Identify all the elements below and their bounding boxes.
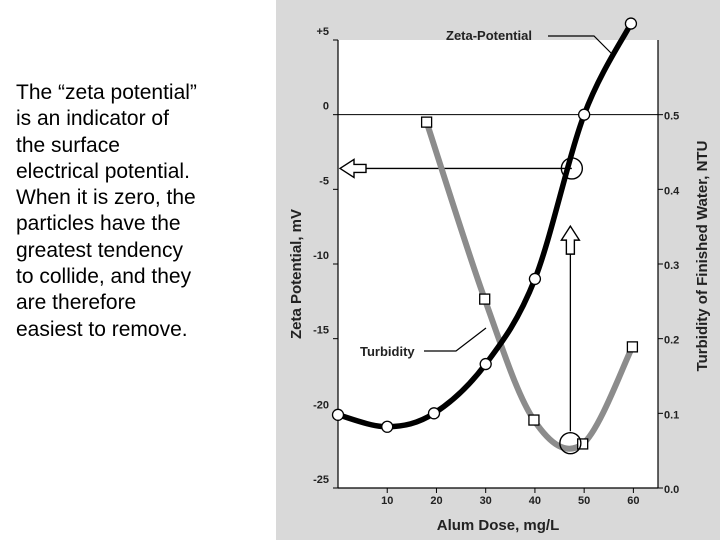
y2-tick-label: 0.5 <box>664 111 679 123</box>
y2-tick-label: 0.1 <box>664 409 679 421</box>
turbidity-annotation-leader <box>424 327 487 352</box>
turbidity-annotation: Turbidity <box>360 344 415 359</box>
x-tick-label: 20 <box>430 495 442 507</box>
y-axis-label: Zeta Potential, mV <box>288 209 305 339</box>
caption-line: to collide, and they <box>16 265 192 289</box>
y-tick-label: -15 <box>313 325 329 337</box>
x-tick-label: 50 <box>578 495 590 507</box>
y-tick-label: -25 <box>313 474 329 486</box>
zeta-turbidity-chart: +5 0 -5 -10 -15 -20 -25 0.5 0.4 0.3 0.2 0.1 0.0 10 20 3… <box>288 17 711 534</box>
turbidity-point <box>626 341 639 353</box>
zeta-point <box>479 357 492 371</box>
highlight-circle <box>559 432 582 455</box>
axis-ticks: +5 0 -5 -10 -15 -20 -25 0.5 0.4 0.3 0.2 0.1 0.0 10 20 3… <box>313 26 680 507</box>
y2-axis-label: Turbidity of Finished Water, NTU <box>694 141 711 372</box>
guide-lines <box>338 158 581 432</box>
zeta-point <box>624 17 638 30</box>
caption-line: particles have the <box>16 212 181 236</box>
y2-tick-label: 0.4 <box>664 185 680 197</box>
x-axis-label: Alum Dose, mg/L <box>437 517 560 534</box>
caption-line: greatest tendency <box>16 238 183 262</box>
turbidity-point <box>528 414 540 426</box>
x-tick-label: 10 <box>381 495 393 507</box>
caption-line: is an indicator of <box>16 107 169 131</box>
y2-tick-label: 0.0 <box>664 484 679 496</box>
zeta-annotation-leader <box>548 35 614 56</box>
highlight-circle <box>560 157 584 180</box>
y-tick-label: 0 <box>323 101 329 113</box>
series-markers <box>331 17 639 455</box>
caption-line: are therefore <box>16 291 137 315</box>
turbidity-point <box>479 293 491 305</box>
turbidity-point <box>420 116 433 128</box>
zeta-potential-annotation: Zeta-Potential <box>446 28 532 43</box>
axis-labels: Alum Dose, mg/L Zeta Potential, mV Turbidi… <box>288 28 711 534</box>
caption-text: The “zeta potential” is an indicator of … <box>16 80 266 343</box>
plot-frame <box>337 40 659 489</box>
caption-line: the surface <box>16 133 120 157</box>
caption-line: When it is zero, the <box>16 186 196 210</box>
zeta-point <box>578 108 591 121</box>
caption-line: easiest to remove. <box>16 317 188 341</box>
x-tick-label: 60 <box>627 495 639 507</box>
caption-line: The “zeta potential” <box>16 81 197 104</box>
y-tick-label: -20 <box>313 399 329 411</box>
caption-line: electrical potential. <box>16 159 190 183</box>
up-arrow-icon <box>560 224 581 255</box>
zeta-point <box>381 420 394 433</box>
zeta-point <box>427 407 441 420</box>
zeta-point <box>331 408 345 421</box>
zeta-point <box>528 272 542 286</box>
left-arrow-icon <box>338 158 367 179</box>
y2-tick-label: 0.2 <box>664 335 679 347</box>
y-tick-label: -10 <box>313 250 329 262</box>
turbidity-line <box>423 119 636 452</box>
y-tick-label: +5 <box>316 26 329 38</box>
chart-figure: +5 0 -5 -10 -15 -20 -25 0.5 0.4 0.3 0.2 0.1 0.0 10 20 3… <box>276 0 720 540</box>
x-tick-label: 40 <box>529 495 541 507</box>
y-tick-label: -5 <box>319 175 329 187</box>
turbidity-point <box>577 438 589 450</box>
x-tick-label: 30 <box>480 495 492 507</box>
y2-tick-label: 0.3 <box>664 260 679 272</box>
